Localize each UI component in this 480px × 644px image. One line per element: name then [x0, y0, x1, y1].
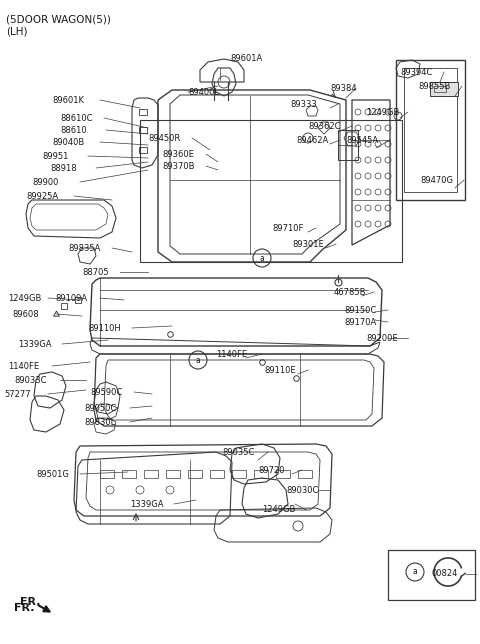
- Bar: [122, 470, 136, 478]
- Text: FR.: FR.: [20, 597, 40, 607]
- Text: 89601A: 89601A: [230, 53, 262, 62]
- Text: 89360E: 89360E: [162, 149, 194, 158]
- Text: 89470G: 89470G: [420, 176, 453, 184]
- Bar: [232, 470, 246, 478]
- Bar: [298, 470, 312, 478]
- Text: 89710F: 89710F: [272, 223, 303, 232]
- Bar: [210, 470, 224, 478]
- Text: 89362C: 89362C: [308, 122, 340, 131]
- Text: 89855B: 89855B: [418, 82, 450, 91]
- Text: 89110H: 89110H: [88, 323, 121, 332]
- Text: 89501G: 89501G: [36, 469, 69, 478]
- Bar: [139, 109, 147, 115]
- Bar: [166, 470, 180, 478]
- Bar: [434, 86, 446, 92]
- Text: 89384: 89384: [330, 84, 357, 93]
- Bar: [139, 147, 147, 153]
- Text: 89601K: 89601K: [52, 95, 84, 104]
- Bar: [276, 470, 290, 478]
- Text: 88918: 88918: [50, 164, 77, 173]
- Text: 89200E: 89200E: [366, 334, 397, 343]
- Text: FR.: FR.: [14, 603, 35, 613]
- Text: 89030C: 89030C: [286, 486, 318, 495]
- Text: 89462A: 89462A: [296, 135, 328, 144]
- Text: 89050C: 89050C: [84, 404, 116, 413]
- Text: 89301E: 89301E: [292, 240, 324, 249]
- Text: 89033C: 89033C: [14, 375, 47, 384]
- Text: 89900: 89900: [32, 178, 59, 187]
- Text: 46785B: 46785B: [334, 287, 367, 296]
- Text: 88705: 88705: [82, 267, 108, 276]
- Bar: [100, 470, 114, 478]
- Bar: [430, 82, 458, 96]
- Text: (5DOOR WAGON(5)): (5DOOR WAGON(5)): [6, 14, 111, 24]
- Text: 89545A: 89545A: [346, 135, 378, 144]
- Text: 89720: 89720: [258, 466, 285, 475]
- Text: a: a: [260, 254, 264, 263]
- Text: 89370B: 89370B: [162, 162, 194, 171]
- Text: a: a: [196, 355, 200, 365]
- Text: 89925A: 89925A: [26, 191, 58, 200]
- Text: 89835A: 89835A: [68, 243, 100, 252]
- Text: 1339GA: 1339GA: [130, 500, 164, 509]
- Text: 89400L: 89400L: [188, 88, 219, 97]
- Bar: [139, 127, 147, 133]
- Text: 89450R: 89450R: [148, 133, 180, 142]
- Text: 1249GB: 1249GB: [262, 506, 295, 515]
- Text: 00824: 00824: [432, 569, 458, 578]
- Text: 1249GB: 1249GB: [366, 108, 399, 117]
- Text: 89608: 89608: [12, 310, 38, 319]
- Bar: [188, 470, 202, 478]
- Text: 1140FE: 1140FE: [216, 350, 247, 359]
- Text: 89394C: 89394C: [400, 68, 432, 77]
- Bar: [254, 470, 268, 478]
- Text: 1339GA: 1339GA: [18, 339, 51, 348]
- Bar: [388, 550, 475, 600]
- Text: 89170A: 89170A: [344, 317, 376, 327]
- Bar: [396, 60, 465, 200]
- Text: 89590C: 89590C: [90, 388, 122, 397]
- Text: 89040B: 89040B: [52, 138, 84, 146]
- Text: 89150C: 89150C: [344, 305, 376, 314]
- Text: 88610C: 88610C: [60, 113, 93, 122]
- Text: 89333: 89333: [290, 100, 317, 108]
- Text: 88610: 88610: [60, 126, 86, 135]
- Text: 1140FE: 1140FE: [8, 361, 39, 370]
- Bar: [144, 470, 158, 478]
- Bar: [140, 120, 402, 262]
- Text: 89035C: 89035C: [222, 448, 254, 457]
- Bar: [404, 68, 457, 192]
- Text: a: a: [413, 567, 418, 576]
- Text: 89830L: 89830L: [84, 417, 115, 426]
- Text: 89110E: 89110E: [264, 366, 296, 375]
- Text: 89109A: 89109A: [55, 294, 87, 303]
- Text: 57277: 57277: [4, 390, 31, 399]
- Text: (LH): (LH): [6, 26, 27, 36]
- Text: 89951: 89951: [42, 151, 68, 160]
- Text: 1249GB: 1249GB: [8, 294, 41, 303]
